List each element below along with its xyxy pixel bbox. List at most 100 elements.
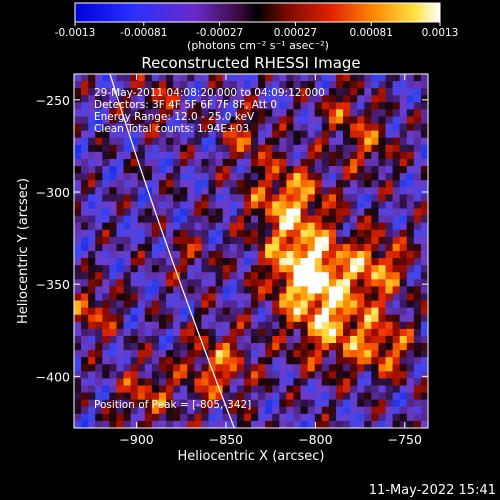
heatmap-cell — [137, 151, 146, 160]
heatmap-cell — [335, 307, 344, 316]
heatmap-cell — [144, 413, 153, 422]
heatmap-cell — [180, 88, 188, 96]
heatmap-cell — [300, 243, 309, 252]
heatmap-cell — [158, 116, 167, 125]
heatmap-cell — [392, 343, 401, 351]
heatmap-cell — [137, 385, 146, 394]
heatmap-cell — [173, 222, 181, 231]
heatmap-cell — [392, 74, 401, 82]
heatmap-cell — [194, 215, 203, 224]
heatmap-cell — [123, 208, 132, 217]
heatmap-cell — [173, 279, 181, 287]
heatmap-cell — [173, 236, 181, 245]
heatmap-cell — [392, 88, 401, 96]
heatmap-cell — [258, 300, 266, 309]
heatmap-cell — [173, 180, 181, 188]
heatmap-cell — [137, 321, 146, 330]
heatmap-cell — [307, 399, 316, 408]
heatmap-cell — [222, 222, 231, 231]
heatmap-cell — [399, 406, 408, 415]
heatmap-cell — [180, 215, 188, 224]
heatmap-cell — [194, 335, 203, 344]
heatmap-cell — [399, 166, 408, 174]
heatmap-cell — [378, 321, 387, 330]
heatmap-cell — [293, 335, 302, 344]
heatmap-cell — [307, 201, 316, 210]
heatmap-cell — [413, 300, 422, 309]
heatmap-cell — [158, 201, 167, 210]
heatmap-cell — [201, 350, 210, 358]
heatmap-cell — [258, 343, 266, 351]
heatmap-cell — [95, 95, 103, 103]
heatmap-cell — [222, 300, 231, 309]
heatmap-cell — [265, 208, 273, 217]
heatmap-cell — [201, 81, 210, 89]
heatmap-cell — [201, 371, 210, 380]
heatmap-cell — [137, 420, 146, 428]
heatmap-cell — [144, 123, 153, 132]
heatmap-cell — [151, 385, 160, 394]
heatmap-cell — [378, 357, 387, 365]
heatmap-cell — [307, 173, 316, 181]
heatmap-cell — [109, 272, 118, 280]
heatmap-cell — [151, 321, 160, 330]
heatmap-cell — [307, 208, 316, 217]
heatmap-cell — [158, 88, 167, 96]
heatmap-cell — [399, 180, 408, 188]
heatmap-cell — [364, 236, 372, 245]
heatmap-cell — [151, 378, 160, 387]
heatmap-cell — [286, 343, 295, 351]
heatmap-cell — [109, 343, 118, 351]
heatmap-cell — [371, 286, 380, 295]
colorbar-tick-label: 0.00081 — [350, 27, 393, 39]
heatmap-cell — [335, 321, 344, 330]
heatmap-cell — [251, 272, 259, 280]
heatmap-cell — [286, 385, 295, 394]
heatmap-cell — [180, 251, 188, 259]
heatmap-cell — [229, 413, 238, 422]
heatmap-cell — [300, 88, 309, 96]
heatmap-cell — [251, 243, 259, 252]
heatmap-cell — [258, 130, 266, 139]
heatmap-cell — [420, 229, 428, 238]
heatmap-cell — [399, 215, 408, 224]
heatmap-cell — [95, 88, 103, 96]
heatmap-cell — [95, 102, 103, 110]
heatmap-cell — [151, 272, 160, 280]
heatmap-cell — [201, 293, 210, 302]
heatmap-cell — [243, 194, 252, 203]
heatmap-cell — [130, 88, 139, 96]
heatmap-cell — [229, 350, 238, 358]
heatmap-cell — [251, 236, 259, 245]
heatmap-cell — [222, 88, 231, 96]
heatmap-cell — [321, 293, 330, 302]
heatmap-cell — [399, 81, 408, 89]
heatmap-cell — [300, 81, 309, 89]
heatmap-cell — [272, 229, 280, 238]
heatmap-cell — [392, 123, 401, 132]
heatmap-cell — [201, 201, 210, 210]
heatmap-cell — [137, 144, 146, 153]
heatmap-cell — [293, 151, 302, 160]
heatmap-cell — [314, 350, 323, 358]
heatmap-cell — [251, 194, 259, 203]
heatmap-cell — [258, 314, 266, 323]
heatmap-cell — [420, 406, 428, 415]
heatmap-cell — [137, 364, 146, 372]
heatmap-cell — [243, 293, 252, 302]
heatmap-cell — [293, 420, 302, 428]
heatmap-cell — [180, 279, 188, 287]
heatmap-cell — [399, 88, 408, 96]
heatmap-cell — [95, 343, 103, 351]
heatmap-cell — [173, 286, 181, 295]
heatmap-cell — [279, 364, 287, 372]
heatmap-cell — [286, 328, 295, 337]
heatmap-cell — [420, 95, 428, 103]
heatmap-cell — [335, 251, 344, 259]
heatmap-cell — [194, 364, 203, 372]
heatmap-cell — [413, 109, 422, 118]
heatmap-cell — [130, 392, 139, 401]
heatmap-cell — [144, 236, 153, 245]
heatmap-cell — [413, 321, 422, 330]
heatmap-cell — [137, 307, 146, 316]
